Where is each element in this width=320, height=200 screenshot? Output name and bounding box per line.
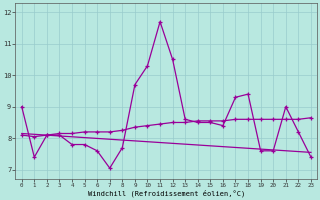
X-axis label: Windchill (Refroidissement éolien,°C): Windchill (Refroidissement éolien,°C) xyxy=(88,190,245,197)
